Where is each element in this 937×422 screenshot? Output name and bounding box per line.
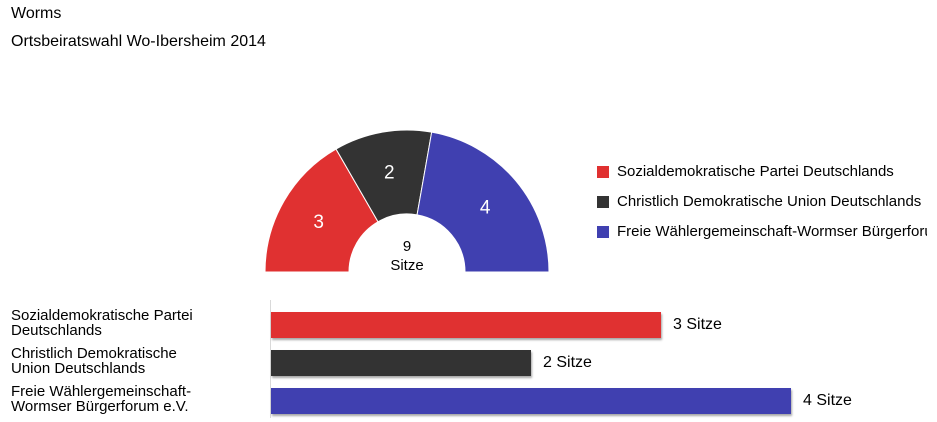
bar-value-fwg: 4	[803, 392, 812, 409]
bar-row-fwg: Freie Wählergemeinschaft- Wormser Bürger…	[0, 380, 937, 418]
legend-label-cdu: Christlich Demokratische Union Deutschla…	[617, 193, 922, 210]
bar-label-line1-spd: Sozialdemokratische Partei	[11, 307, 193, 324]
chart-subtitle: Ortsbeiratswahl Wo-Ibersheim 2014	[11, 33, 266, 50]
hemicycle-slice-spd	[264, 148, 379, 273]
bar-axis-line	[270, 300, 271, 418]
legend-swatch-cdu	[597, 196, 609, 208]
legend-swatch-fwg	[597, 226, 609, 238]
bar-fwg	[271, 388, 791, 414]
bar-category-label-fwg: Freie Wählergemeinschaft- Wormser Bürger…	[11, 384, 261, 414]
total-seats-label: Sitze	[390, 257, 423, 274]
bar-category-label-cdu: Christlich Demokratische Union Deutschla…	[11, 346, 261, 376]
hemicycle-slice-fwg	[416, 131, 550, 273]
bar-value-unit-cdu: Sitze	[556, 354, 592, 371]
bar-value-label-spd: 3 Sitze	[673, 316, 722, 334]
bar-label-line2-spd: Deutschlands	[11, 322, 102, 339]
hemicycle-slice-label-spd: 3	[313, 212, 324, 233]
chart-title: Worms	[11, 5, 62, 22]
bar-row-cdu: Christlich Demokratische Union Deutschla…	[0, 342, 937, 380]
legend: Sozialdemokratische Partei Deutschlands …	[597, 162, 927, 252]
legend-label-fwg: Freie Wählergemeinschaft-Wormser Bürgerf…	[617, 223, 927, 240]
bar-cdu	[271, 350, 531, 376]
total-seats-value: 9	[403, 238, 411, 255]
legend-swatch-spd	[597, 166, 609, 178]
hemicycle-slice-label-fwg: 4	[480, 197, 491, 218]
bar-value-unit-fwg: Sitze	[816, 392, 852, 409]
legend-item-spd: Sozialdemokratische Partei Deutschlands	[597, 162, 927, 192]
seat-hemicycle-chart: 3 2 4 9 Sitze	[264, 129, 550, 274]
legend-item-cdu: Christlich Demokratische Union Deutschla…	[597, 192, 927, 222]
bar-row-spd: Sozialdemokratische Partei Deutschlands …	[0, 304, 937, 342]
bar-spd	[271, 312, 661, 338]
bar-value-label-cdu: 2 Sitze	[543, 354, 592, 372]
bar-label-line1-fwg: Freie Wählergemeinschaft-	[11, 383, 192, 400]
legend-label-spd: Sozialdemokratische Partei Deutschlands	[617, 163, 894, 180]
legend-item-fwg: Freie Wählergemeinschaft-Wormser Bürgerf…	[597, 222, 927, 252]
bar-value-cdu: 2	[543, 354, 552, 371]
bar-label-line2-cdu: Union Deutschlands	[11, 360, 146, 377]
bar-label-line2-fwg: Wormser Bürgerforum e.V.	[11, 398, 189, 415]
bar-category-label-spd: Sozialdemokratische Partei Deutschlands	[11, 308, 261, 338]
bar-value-spd: 3	[673, 316, 682, 333]
seat-bar-chart: Sozialdemokratische Partei Deutschlands …	[0, 300, 937, 422]
bar-label-line1-cdu: Christlich Demokratische	[11, 345, 177, 362]
hemicycle-slice-label-cdu: 2	[384, 163, 395, 184]
bar-value-unit-spd: Sitze	[686, 316, 722, 333]
bar-value-label-fwg: 4 Sitze	[803, 392, 852, 410]
